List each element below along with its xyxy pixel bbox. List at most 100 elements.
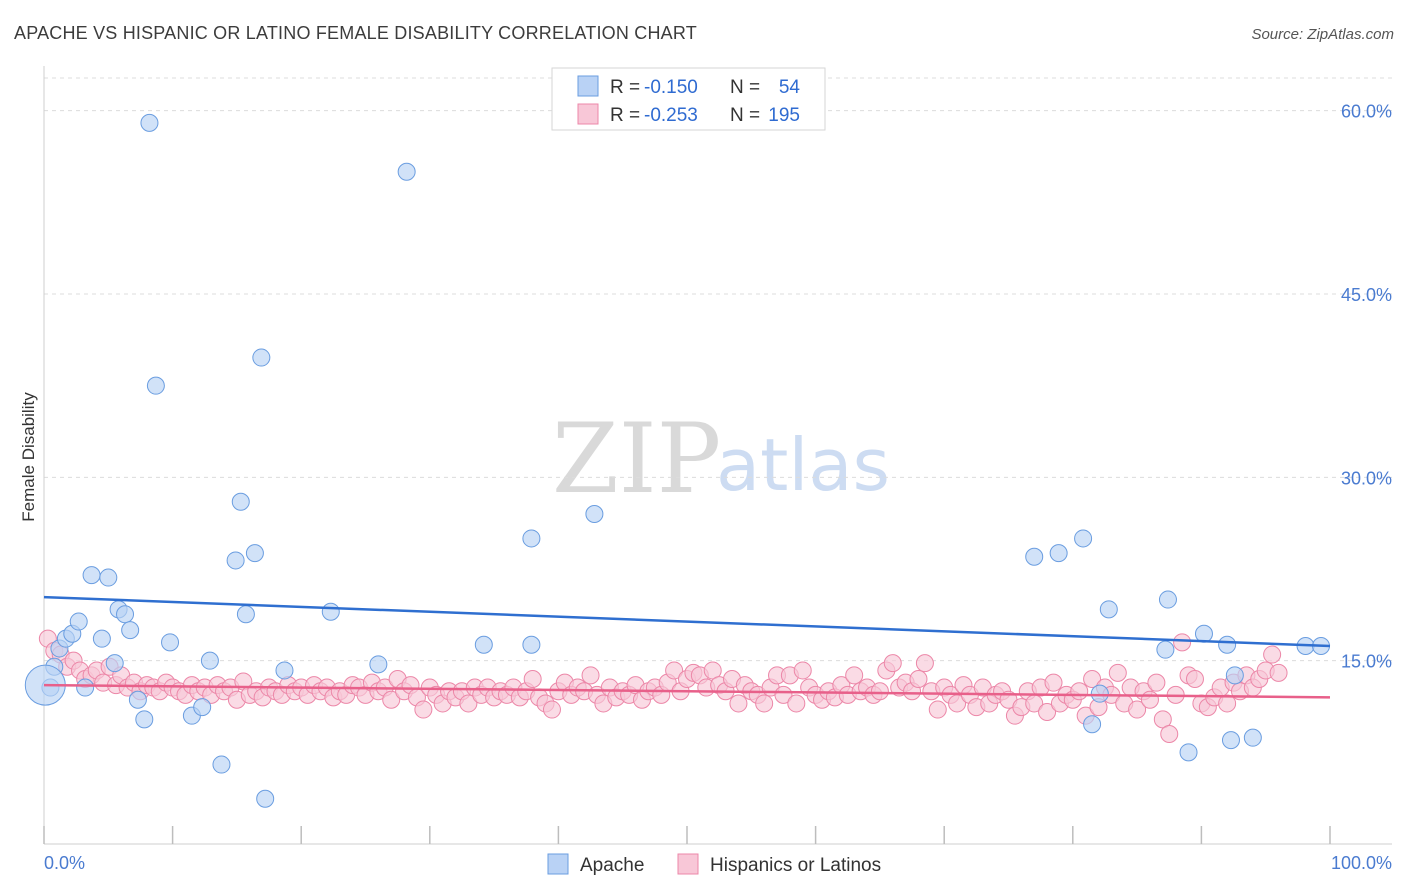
apache-point-22 — [212, 755, 231, 774]
hispanic-point-130 — [870, 682, 889, 701]
apache-point-23 — [226, 551, 245, 570]
apache-point-34 — [522, 529, 541, 548]
hispanic-point-163 — [1083, 670, 1102, 688]
bottom-legend-swatch-apache — [547, 853, 569, 875]
apache-point-7 — [82, 566, 101, 585]
apache-point-9 — [99, 568, 118, 587]
watermark-atlas: atlas — [716, 423, 890, 507]
hispanic-point-167 — [1108, 663, 1127, 682]
hispanic-point-173 — [1147, 673, 1166, 692]
apache-point-30 — [321, 602, 340, 621]
y-tick-labels: 15.0% 30.0% 45.0% 60.0% — [1341, 102, 1392, 672]
legend: R = -0.150 N = 54 R = -0.253 N = 195 — [551, 67, 826, 131]
legend-n-label-apache: N = — [730, 77, 760, 98]
hispanic-point-108 — [729, 694, 748, 713]
chart-title: APACHE VS HISPANIC OR LATINO FEMALE DISA… — [14, 23, 697, 43]
apache-point-24 — [231, 492, 250, 511]
legend-n-label-hispanic: N = — [730, 105, 760, 126]
apache-point-42 — [1099, 600, 1118, 619]
hispanic-point-115 — [774, 685, 793, 704]
y-tick-label-2: 45.0% — [1341, 285, 1392, 305]
apache-point-32 — [397, 162, 416, 181]
hispanic-point-54 — [382, 690, 401, 709]
apache-point-50 — [1243, 728, 1262, 747]
apache-point-15 — [135, 710, 154, 729]
hispanic-trend-line — [43, 683, 1331, 699]
apache-point-49 — [1221, 731, 1240, 750]
hispanic-point-76 — [523, 670, 542, 688]
legend-swatch-hispanic — [577, 103, 599, 125]
watermark: ZIP atlas — [552, 403, 890, 515]
apache-point-36 — [585, 505, 604, 523]
bottom-legend: Apache Hispanics or Latinos — [547, 853, 881, 876]
hispanic-point-112 — [755, 694, 774, 713]
apache-point-27 — [256, 789, 275, 808]
series-apache — [24, 113, 1330, 808]
x-tick-label-min: 0.0% — [44, 853, 85, 873]
hispanic-point-170 — [1128, 700, 1147, 719]
hispanic-point-157 — [1044, 673, 1063, 692]
hispanic-point-59 — [414, 700, 433, 719]
hispanic-point-118 — [793, 661, 812, 680]
x-tick-label-max: 100.0% — [1331, 853, 1392, 873]
hispanic-point-132 — [883, 654, 902, 673]
legend-n-value-apache: 54 — [779, 77, 801, 98]
bottom-legend-swatch-hispanic — [677, 853, 699, 875]
hispanic-point-191 — [1263, 645, 1282, 664]
hispanic-point-192 — [1269, 663, 1288, 682]
hispanic-point-85 — [581, 666, 600, 685]
hispanic-point-184 — [1218, 694, 1237, 713]
hispanic-point-156 — [1038, 703, 1057, 721]
apache-point-25 — [236, 605, 255, 624]
bottom-legend-label-apache: Apache — [580, 855, 644, 876]
y-tick-label-3: 60.0% — [1341, 102, 1392, 122]
y-tick-label-1: 30.0% — [1341, 468, 1392, 488]
apache-point-28 — [252, 348, 271, 367]
legend-r-label-apache: R = — [610, 77, 640, 98]
apache-point-43 — [1158, 590, 1177, 609]
legend-r-value-apache: -0.150 — [644, 77, 698, 98]
trend-layer — [43, 595, 1331, 699]
apache-point-18 — [161, 633, 180, 652]
y-axis-label: Female Disability — [19, 392, 38, 522]
apache-point-37 — [1025, 547, 1044, 566]
hispanic-point-66 — [459, 694, 478, 713]
hispanic-point-179 — [1185, 670, 1204, 688]
apache-trend-line — [43, 595, 1331, 648]
apache-point-47 — [1218, 635, 1237, 654]
legend-n-value-hispanic: 195 — [768, 105, 800, 126]
apache-point-40 — [1083, 715, 1102, 734]
apache-point-33 — [474, 635, 493, 654]
apache-point-16 — [140, 113, 159, 132]
apache-point-10 — [105, 654, 124, 673]
hispanic-point-137 — [915, 654, 934, 673]
legend-r-label-hispanic: R = — [610, 105, 640, 126]
hispanic-point-177 — [1173, 633, 1192, 652]
hispanic-point-161 — [1070, 682, 1089, 701]
apache-point-17 — [146, 376, 165, 395]
legend-swatch-apache — [577, 75, 599, 97]
apache-point-13 — [121, 621, 140, 640]
apache-point-6 — [76, 678, 95, 697]
axes — [43, 66, 1392, 845]
watermark-zip: ZIP — [552, 403, 721, 515]
apache-point-8 — [92, 629, 111, 648]
bottom-legend-label-hispanic: Hispanics or Latinos — [710, 855, 881, 876]
apache-point-21 — [200, 651, 219, 670]
apache-point-48 — [1225, 666, 1244, 685]
chart-source: Source: ZipAtlas.com — [1251, 26, 1394, 43]
apache-point-39 — [1074, 529, 1093, 548]
apache-point-5 — [69, 612, 88, 631]
apache-point-44 — [1179, 743, 1198, 762]
hispanic-point-175 — [1160, 725, 1179, 743]
apache-point-14 — [128, 690, 147, 709]
hispanic-point-79 — [542, 700, 561, 719]
apache-point-12 — [116, 605, 135, 624]
apache-point-35 — [522, 635, 541, 654]
hispanic-point-172 — [1140, 690, 1159, 709]
apache-point-46 — [1194, 624, 1213, 643]
hispanic-point-98 — [665, 661, 684, 680]
apache-point-29 — [275, 661, 294, 680]
hispanic-point-136 — [909, 670, 928, 688]
